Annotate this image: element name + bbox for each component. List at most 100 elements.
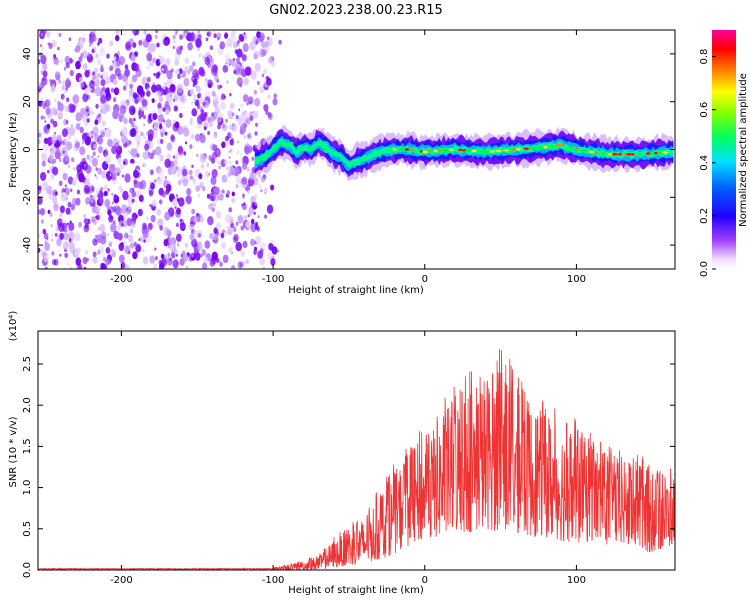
spectrogram-noise-blob xyxy=(50,145,57,155)
spectrogram-noise-blob xyxy=(254,62,261,72)
spectrogram-noise-blob xyxy=(146,227,150,233)
spectrogram-noise-blob xyxy=(221,141,226,149)
spectrogram-noise-blob xyxy=(94,119,99,125)
spectrogram-noise-blob xyxy=(50,173,55,180)
spectrogram-noise-blob xyxy=(266,204,274,214)
spectrogram-noise-blob xyxy=(105,258,110,266)
spectrogram-noise-blob xyxy=(98,237,102,243)
spectrogram-noise-blob xyxy=(61,128,68,138)
spectrogram-noise-blob xyxy=(63,105,66,109)
spectrogram-noise-blob xyxy=(125,207,129,212)
spectrogram-noise-blob xyxy=(138,238,141,242)
spectrogram-noise-blob xyxy=(206,193,211,199)
spectrogram-noise-blob xyxy=(246,167,250,172)
spectrogram-noise-blob xyxy=(54,150,61,160)
spectrogram-noise-blob xyxy=(203,30,208,34)
spectrogram-x-tick-label: -100 xyxy=(262,274,285,285)
spectrogram-noise-blob xyxy=(163,226,170,236)
spectrogram-noise-blob xyxy=(117,139,120,144)
spectrogram-noise-blob xyxy=(128,250,131,255)
spectrogram-noise-blob xyxy=(179,112,183,119)
spectrogram-noise-blob xyxy=(93,194,97,200)
spectrogram-noise-blob xyxy=(96,72,101,79)
spectrogram-noise-blob xyxy=(38,196,43,205)
spectrogram-noise-blob xyxy=(133,241,137,247)
spectrogram-noise-blob xyxy=(40,55,47,65)
snr-y-tick-label: 1.5 xyxy=(22,438,33,454)
spectrogram-noise-blob xyxy=(141,37,145,42)
spectrogram-noise-blob xyxy=(100,262,105,269)
spectrogram-noise-blob xyxy=(74,139,78,144)
spectrogram-noise-blob xyxy=(197,33,202,40)
spectrogram-noise-blob xyxy=(249,100,252,105)
spectrogram-noise-blob xyxy=(84,87,90,95)
spectrogram-noise-blob xyxy=(146,76,151,83)
spectrogram-noise-blob xyxy=(242,42,249,53)
spectrogram-peak xyxy=(281,142,286,147)
spectrogram-noise-blob xyxy=(148,180,152,185)
spectrogram-noise-blob xyxy=(134,51,138,57)
spectrogram-noise-blob xyxy=(124,68,130,77)
spectrogram-noise-blob xyxy=(61,95,65,100)
spectrogram-noise-blob xyxy=(177,73,181,80)
spectrogram-noise-blob xyxy=(253,89,257,95)
spectrogram-noise-blob xyxy=(204,56,211,66)
spectrogram-noise-blob xyxy=(235,115,239,120)
spectrogram-noise-blob xyxy=(258,183,262,189)
spectrogram-noise-blob xyxy=(83,163,87,168)
spectrogram-peak xyxy=(662,151,668,154)
spectrogram-noise-blob xyxy=(186,265,189,269)
spectrogram-noise-blob xyxy=(94,67,98,74)
spectrogram-noise-blob xyxy=(62,241,69,251)
spectrogram-noise-blob xyxy=(91,155,94,159)
spectrogram-noise-blob xyxy=(160,138,164,144)
spectrogram-noise-blob xyxy=(135,214,138,218)
spectrogram-noise-blob xyxy=(165,119,172,128)
spectrogram-noise-blob xyxy=(226,166,229,170)
spectrogram-noise-blob xyxy=(254,224,259,231)
spectrogram-peak xyxy=(465,149,471,152)
spectrogram-noise-blob xyxy=(234,49,238,54)
spectrogram-noise-blob xyxy=(95,214,100,221)
spectrogram-noise-blob xyxy=(123,161,126,165)
spectrogram-noise-blob xyxy=(131,30,136,34)
spectrogram-noise-blob xyxy=(121,204,128,214)
spectrogram-noise-blob xyxy=(202,262,208,269)
spectrogram-noise-blob xyxy=(164,175,167,180)
spectrogram-noise-blob xyxy=(98,196,104,205)
spectrogram-noise-blob xyxy=(89,158,92,162)
spectrogram-noise-blob xyxy=(257,250,264,259)
spectrogram-noise-blob xyxy=(231,265,236,269)
spectrogram-noise-blob xyxy=(191,253,195,258)
spectrogram-noise-blob xyxy=(39,52,43,57)
spectrogram-noise-blob xyxy=(196,212,199,216)
spectrogram-noise-blob xyxy=(96,58,102,66)
spectrogram-peak xyxy=(607,153,612,156)
spectrogram-noise-blob xyxy=(110,172,117,181)
spectrogram-noise-blob xyxy=(95,188,100,195)
spectrogram-noise-blob xyxy=(123,240,126,245)
spectrogram-noise-blob xyxy=(38,58,41,65)
spectrogram-noise-blob xyxy=(60,59,63,63)
spectrogram-noise-blob xyxy=(160,253,165,259)
spectrogram-noise-blob xyxy=(106,159,110,164)
spectrogram-noise-blob xyxy=(203,126,207,131)
spectrogram-peak xyxy=(588,150,595,153)
spectrogram-noise-blob xyxy=(49,78,52,83)
spectrogram-noise-blob xyxy=(153,132,158,139)
spectrogram-x-tick-label: 100 xyxy=(567,274,586,285)
spectrogram-noise-blob xyxy=(239,124,247,134)
spectrogram-noise-blob xyxy=(172,155,175,159)
spectrogram-noise-blob xyxy=(155,30,159,34)
spectrogram-noise-blob xyxy=(208,203,213,210)
spectrogram-noise-blob xyxy=(107,209,112,216)
spectrogram-noise-blob xyxy=(66,141,73,151)
spectrogram-noise-blob xyxy=(74,95,80,102)
spectrogram-noise-blob xyxy=(134,133,141,143)
spectrogram-noise-blob xyxy=(94,86,102,97)
spectrogram-noise-blob xyxy=(174,58,180,66)
spectrogram-peak xyxy=(495,149,502,152)
spectrogram-noise-blob xyxy=(124,64,129,70)
snr-data xyxy=(38,349,675,570)
spectrogram-noise-blob xyxy=(242,94,249,103)
